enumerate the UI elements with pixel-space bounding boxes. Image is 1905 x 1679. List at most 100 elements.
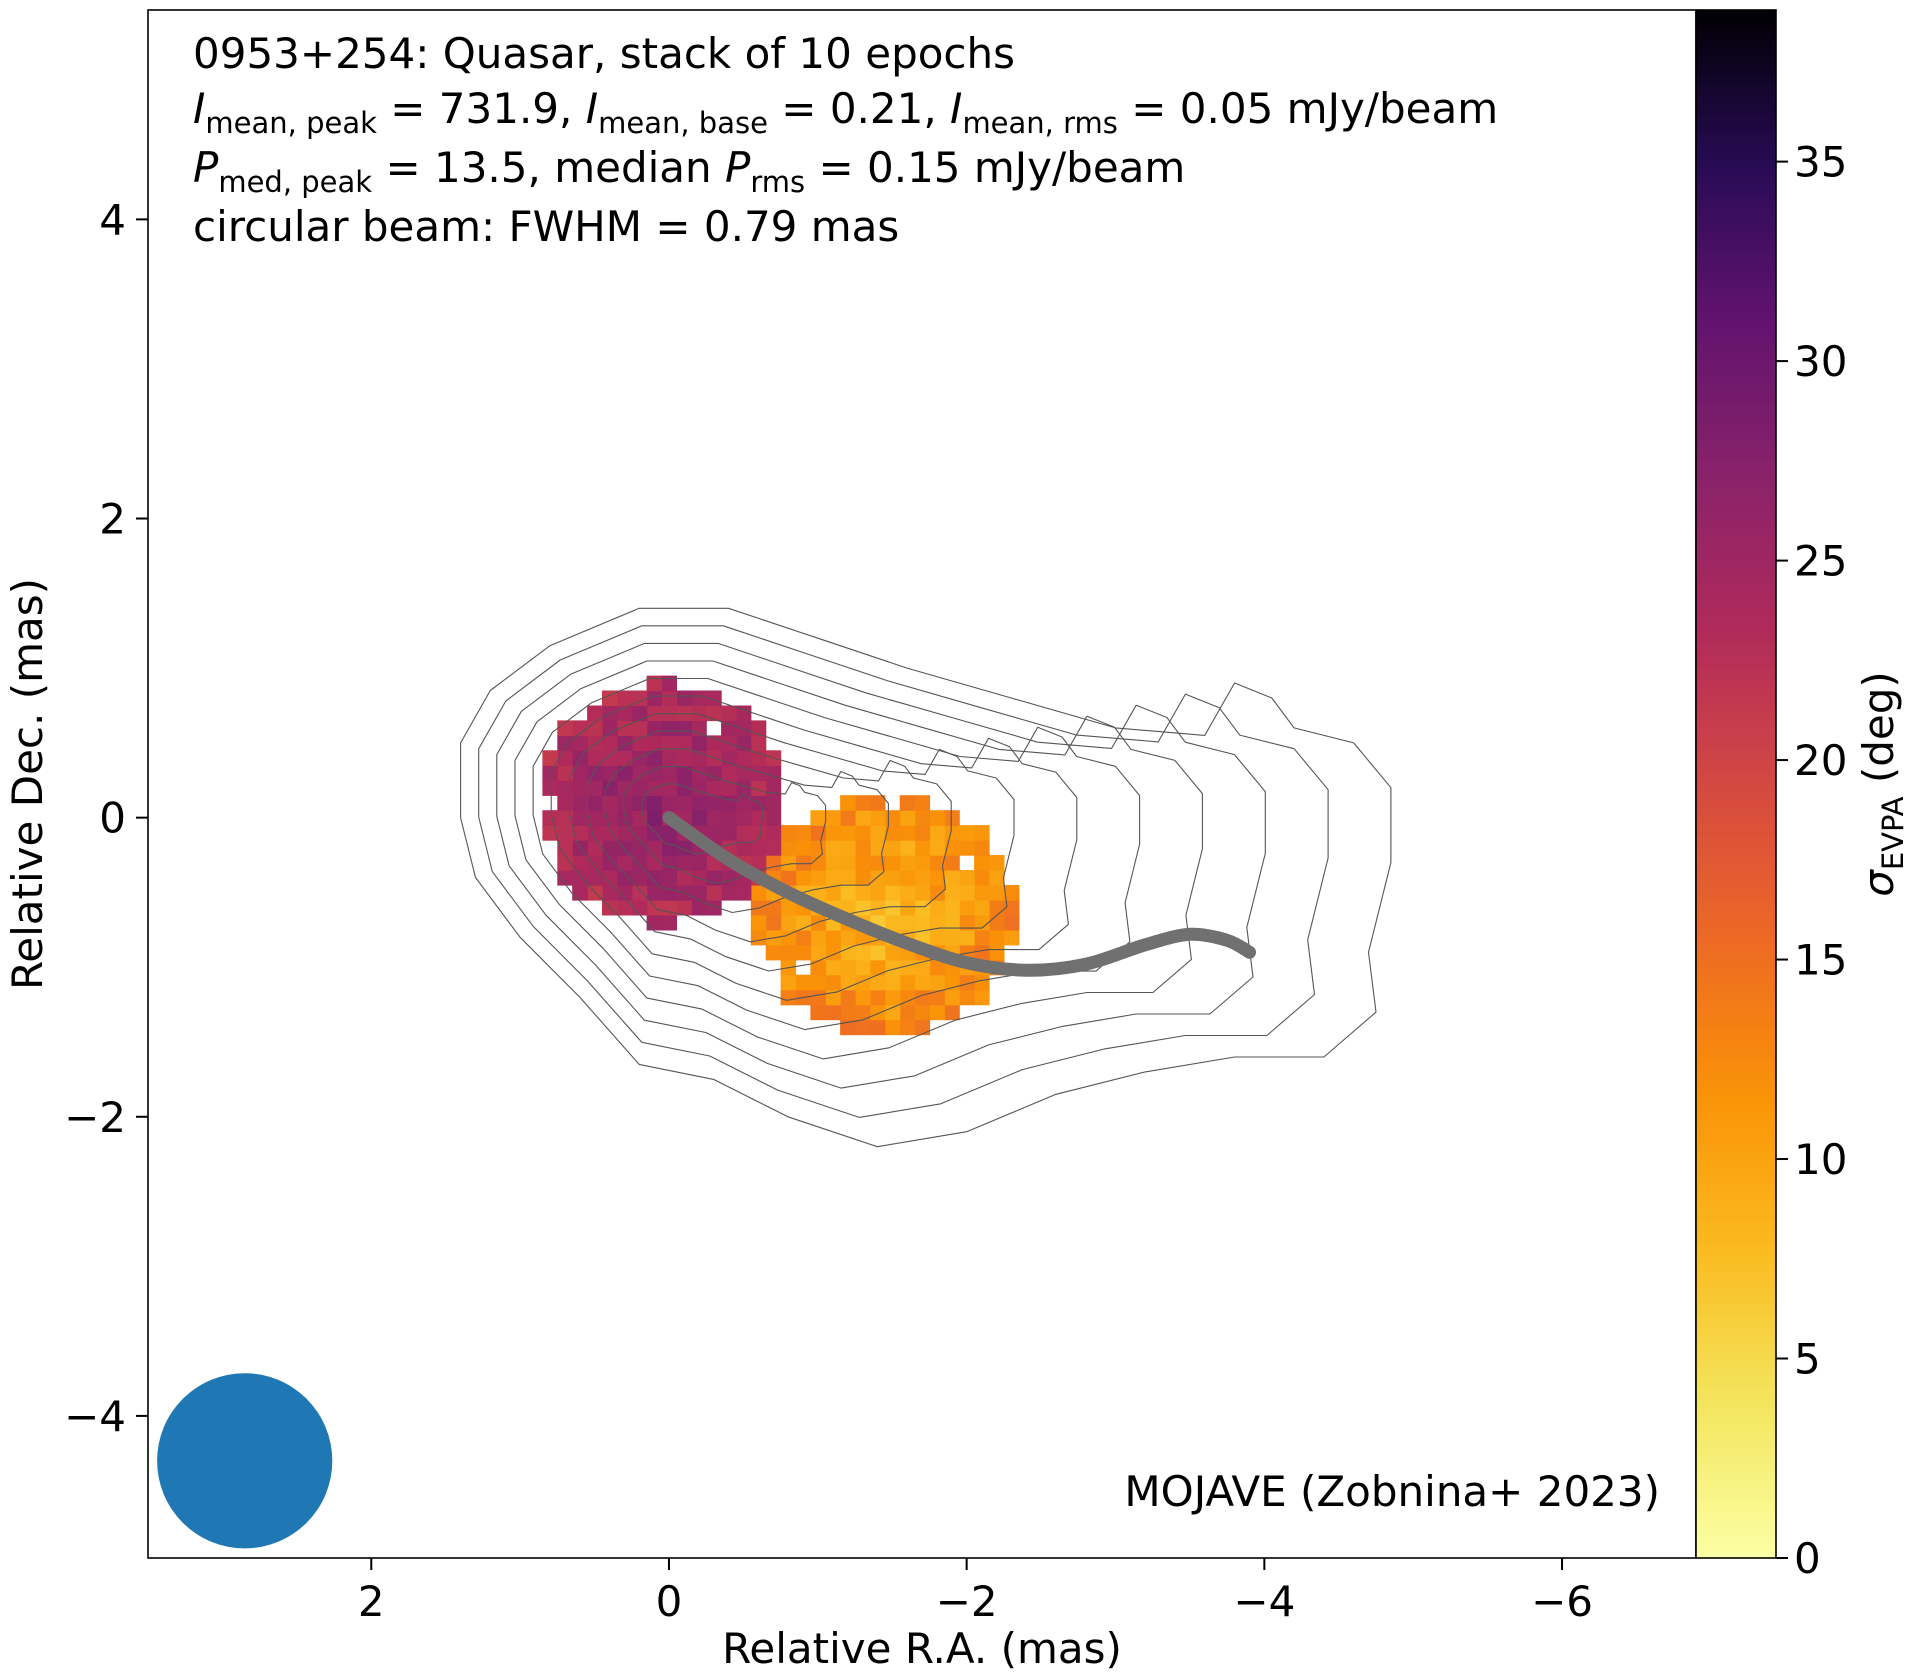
evpa-pixel xyxy=(557,720,573,736)
evpa-pixel xyxy=(587,765,603,781)
intensity-contour xyxy=(586,730,952,943)
evpa-pixel xyxy=(795,855,811,871)
evpa-pixel xyxy=(542,825,558,841)
evpa-pixel xyxy=(587,720,603,736)
evpa-pixel xyxy=(661,765,677,781)
evpa-pixel xyxy=(855,840,871,856)
evpa-pixel xyxy=(795,840,811,856)
evpa-pixel xyxy=(750,780,767,796)
evpa-pixel xyxy=(765,780,782,796)
evpa-pixel xyxy=(780,840,797,856)
evpa-pixel xyxy=(944,885,960,901)
evpa-pixel xyxy=(840,825,856,841)
y-tick-label: 2 xyxy=(99,495,126,544)
evpa-pixel xyxy=(587,855,603,871)
evpa-pixel xyxy=(602,795,618,811)
evpa-pixel xyxy=(631,899,648,916)
evpa-pixel xyxy=(795,870,811,886)
evpa-pixel xyxy=(631,705,648,722)
evpa-pixel xyxy=(929,1004,945,1021)
evpa-pixel xyxy=(721,705,737,722)
evpa-pixel xyxy=(750,810,767,826)
evpa-pixel xyxy=(810,974,826,991)
evpa-pixel xyxy=(914,914,931,931)
evpa-pixel xyxy=(974,825,990,841)
intensity-contour xyxy=(550,695,1078,1001)
evpa-pixel xyxy=(914,810,931,826)
evpa-pixel xyxy=(825,974,841,991)
evpa-pixel xyxy=(706,885,722,901)
evpa-pixel xyxy=(542,765,558,781)
evpa-pixel xyxy=(631,870,648,886)
evpa-pixel xyxy=(646,870,663,886)
evpa-pixel xyxy=(869,825,886,841)
evpa-pixel xyxy=(944,810,960,826)
colorbar-tick-label: 5 xyxy=(1794,1335,1821,1384)
evpa-pixel xyxy=(914,1004,931,1021)
evpa-pixel xyxy=(587,795,603,811)
evpa-pixel xyxy=(914,899,931,916)
evpa-pixel xyxy=(691,899,707,916)
evpa-pixel xyxy=(959,914,975,931)
evpa-pixel xyxy=(810,855,826,871)
evpa-pixel xyxy=(587,885,603,901)
intensity-contour xyxy=(641,783,764,855)
evpa-pixel xyxy=(557,855,573,871)
evpa-pixel xyxy=(676,840,692,856)
evpa-pixel xyxy=(884,810,901,826)
evpa-pixel xyxy=(676,870,692,886)
evpa-pixel xyxy=(572,780,588,796)
evpa-pixel xyxy=(646,885,663,901)
evpa-pixel xyxy=(661,825,677,841)
x-tick-label: 0 xyxy=(656,1577,683,1626)
evpa-pixel xyxy=(572,750,588,766)
evpa-pixel xyxy=(914,885,931,901)
evpa-pixel xyxy=(914,959,931,976)
evpa-pixel xyxy=(661,885,677,901)
x-tick-label: 2 xyxy=(358,1577,385,1626)
evpa-pixel xyxy=(1003,885,1020,901)
evpa-pixel xyxy=(780,870,797,886)
evpa-pixel xyxy=(825,989,841,1006)
evpa-pixel xyxy=(914,795,931,811)
evpa-pixel xyxy=(721,885,737,901)
evpa-pixel xyxy=(706,765,722,781)
evpa-pixel xyxy=(691,855,707,871)
evpa-pixel xyxy=(646,735,663,751)
evpa-pixel xyxy=(691,795,707,811)
evpa-pixel xyxy=(572,795,588,811)
evpa-pixel xyxy=(557,825,573,841)
title-line-3: Pmed, peak = 13.5, median Prms = 0.15 mJ… xyxy=(193,143,1185,199)
evpa-pixel xyxy=(899,885,916,901)
evpa-pixel xyxy=(840,810,856,826)
y-tick-label: −2 xyxy=(64,1093,126,1142)
evpa-pixel xyxy=(840,959,856,976)
evpa-pixel xyxy=(735,825,752,841)
evpa-pixel xyxy=(735,780,752,796)
intensity-contour xyxy=(478,625,1329,1118)
evpa-pixel xyxy=(780,855,797,871)
evpa-pixel xyxy=(765,795,782,811)
evpa-pixel xyxy=(616,885,633,901)
evpa-pixel xyxy=(765,914,782,931)
evpa-pixel xyxy=(840,855,856,871)
evpa-pixel xyxy=(750,855,767,871)
evpa-pixel xyxy=(572,810,588,826)
evpa-pixel xyxy=(735,720,752,736)
evpa-pixel xyxy=(750,720,767,736)
evpa-pixel xyxy=(706,899,722,916)
evpa-pixel xyxy=(706,690,722,707)
evpa-pixel xyxy=(750,929,767,946)
evpa-pixel xyxy=(706,780,722,796)
evpa-pixel xyxy=(646,914,663,931)
evpa-pixel xyxy=(780,914,797,931)
evpa-pixel xyxy=(557,795,573,811)
evpa-pixel xyxy=(884,1019,901,1036)
colorbar xyxy=(1695,9,1777,1559)
evpa-pixel xyxy=(691,885,707,901)
evpa-pixel xyxy=(974,840,990,856)
colorbar-tick-label: 25 xyxy=(1794,537,1847,586)
evpa-pixel xyxy=(721,810,737,826)
evpa-pixel xyxy=(884,885,901,901)
evpa-pixel xyxy=(884,840,901,856)
